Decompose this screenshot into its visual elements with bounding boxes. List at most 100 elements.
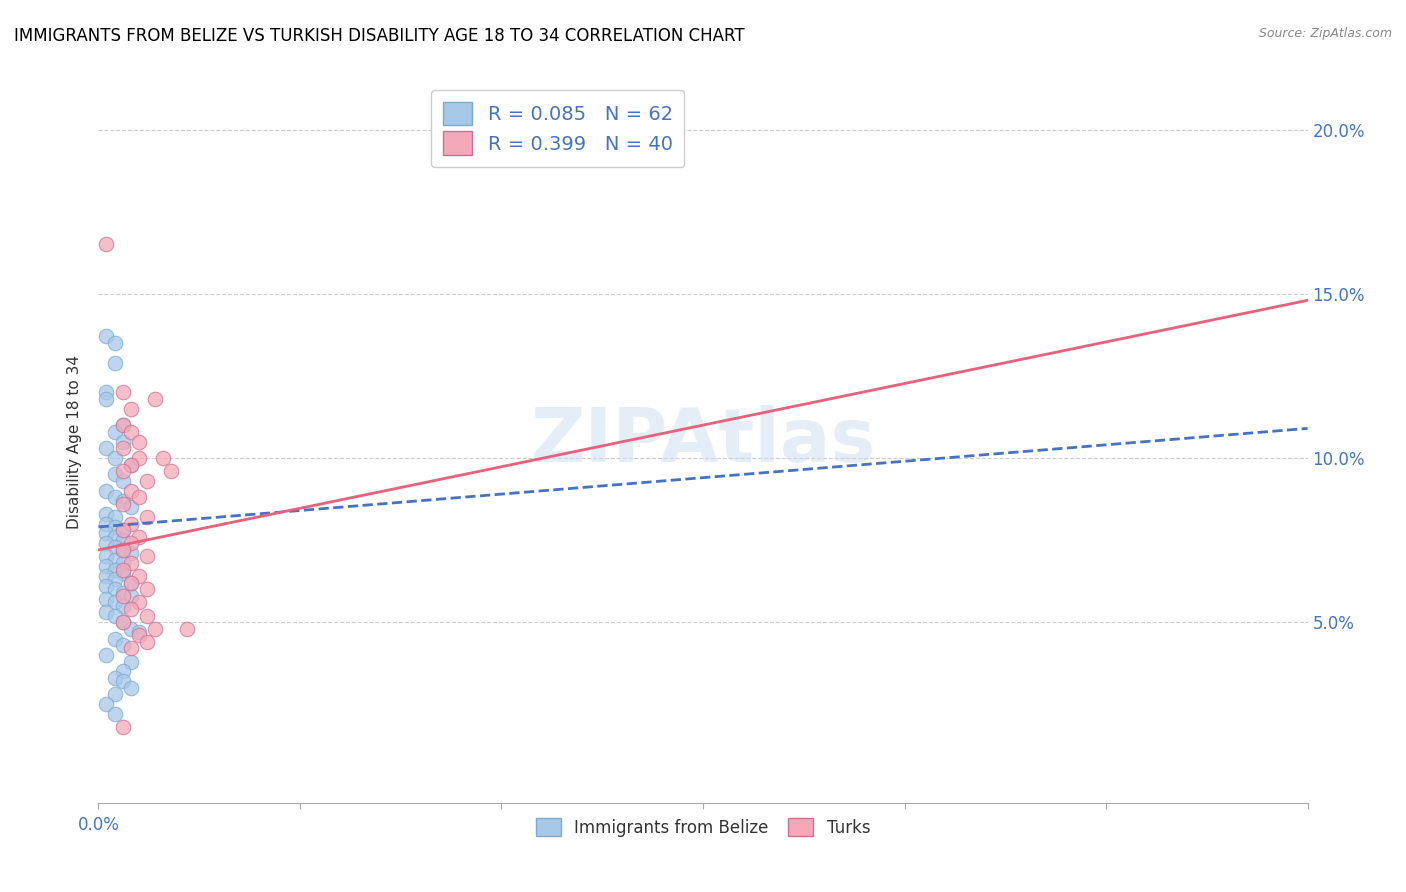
Point (111, 434, 134, 449)
Point (120, 458, 142, 472)
Point (103, 520, 125, 534)
Point (120, 622, 142, 636)
Point (96, 579, 118, 593)
Point (103, 336, 125, 351)
Point (111, 523, 134, 537)
Point (120, 655, 142, 669)
Point (111, 615, 134, 630)
Point (120, 500, 142, 515)
Point (135, 474, 157, 488)
Point (152, 450, 174, 465)
Point (103, 553, 125, 567)
Point (96, 605, 118, 619)
Point (111, 585, 134, 599)
Point (120, 483, 142, 498)
Point (120, 641, 142, 656)
Point (120, 681, 142, 695)
Text: IMMIGRANTS FROM BELIZE VS TURKISH DISABILITY AGE 18 TO 34 CORRELATION CHART: IMMIGRANTS FROM BELIZE VS TURKISH DISABI… (14, 27, 745, 45)
Point (111, 720, 134, 734)
Point (128, 450, 150, 465)
Point (143, 392, 166, 406)
Y-axis label: Disability Age 18 to 34: Disability Age 18 to 34 (66, 354, 82, 529)
Point (96, 526, 118, 541)
Point (176, 622, 198, 636)
Point (120, 575, 142, 590)
Point (103, 540, 125, 554)
Point (103, 491, 125, 505)
Point (160, 464, 183, 478)
Point (128, 569, 150, 583)
Point (96, 549, 118, 564)
Point (135, 635, 157, 649)
Point (96, 559, 118, 574)
Point (135, 549, 157, 564)
Point (111, 493, 134, 508)
Point (111, 418, 134, 433)
Point (96, 237, 118, 252)
Point (120, 575, 142, 590)
Point (111, 497, 134, 511)
Point (103, 356, 125, 370)
Point (120, 401, 142, 416)
Point (103, 582, 125, 597)
Point (120, 556, 142, 570)
Point (111, 542, 134, 557)
Point (128, 595, 150, 609)
Point (103, 608, 125, 623)
Text: Source: ZipAtlas.com: Source: ZipAtlas.com (1258, 27, 1392, 40)
Point (111, 385, 134, 400)
Point (120, 516, 142, 531)
Point (111, 418, 134, 433)
Point (111, 615, 134, 630)
Point (111, 556, 134, 570)
Point (111, 674, 134, 689)
Point (111, 566, 134, 580)
Point (103, 510, 125, 524)
Point (128, 628, 150, 642)
Point (96, 385, 118, 400)
Point (103, 450, 125, 465)
Point (143, 622, 166, 636)
Point (135, 608, 157, 623)
Point (111, 523, 134, 537)
Legend: Immigrants from Belize, Turks: Immigrants from Belize, Turks (527, 810, 879, 845)
Point (128, 625, 150, 640)
Point (96, 516, 118, 531)
Point (103, 563, 125, 577)
Point (103, 671, 125, 685)
Point (103, 687, 125, 701)
Point (96, 483, 118, 498)
Point (103, 573, 125, 587)
Point (103, 467, 125, 482)
Point (120, 425, 142, 439)
Point (128, 434, 150, 449)
Point (120, 458, 142, 472)
Point (96, 648, 118, 662)
Point (111, 638, 134, 652)
Point (103, 530, 125, 544)
Point (111, 474, 134, 488)
Point (120, 546, 142, 560)
Point (96, 329, 118, 343)
Point (96, 441, 118, 455)
Point (111, 542, 134, 557)
Text: 0.0%: 0.0% (77, 816, 120, 834)
Point (96, 392, 118, 406)
Point (111, 589, 134, 603)
Point (103, 632, 125, 646)
Point (111, 441, 134, 455)
Point (96, 592, 118, 607)
Point (111, 533, 134, 547)
Point (135, 510, 157, 524)
Point (111, 665, 134, 679)
Point (103, 595, 125, 609)
Point (128, 491, 150, 505)
Point (135, 582, 157, 597)
Point (128, 530, 150, 544)
Point (111, 599, 134, 613)
Point (111, 563, 134, 577)
Point (96, 569, 118, 583)
Point (120, 589, 142, 603)
Point (120, 602, 142, 616)
Point (103, 425, 125, 439)
